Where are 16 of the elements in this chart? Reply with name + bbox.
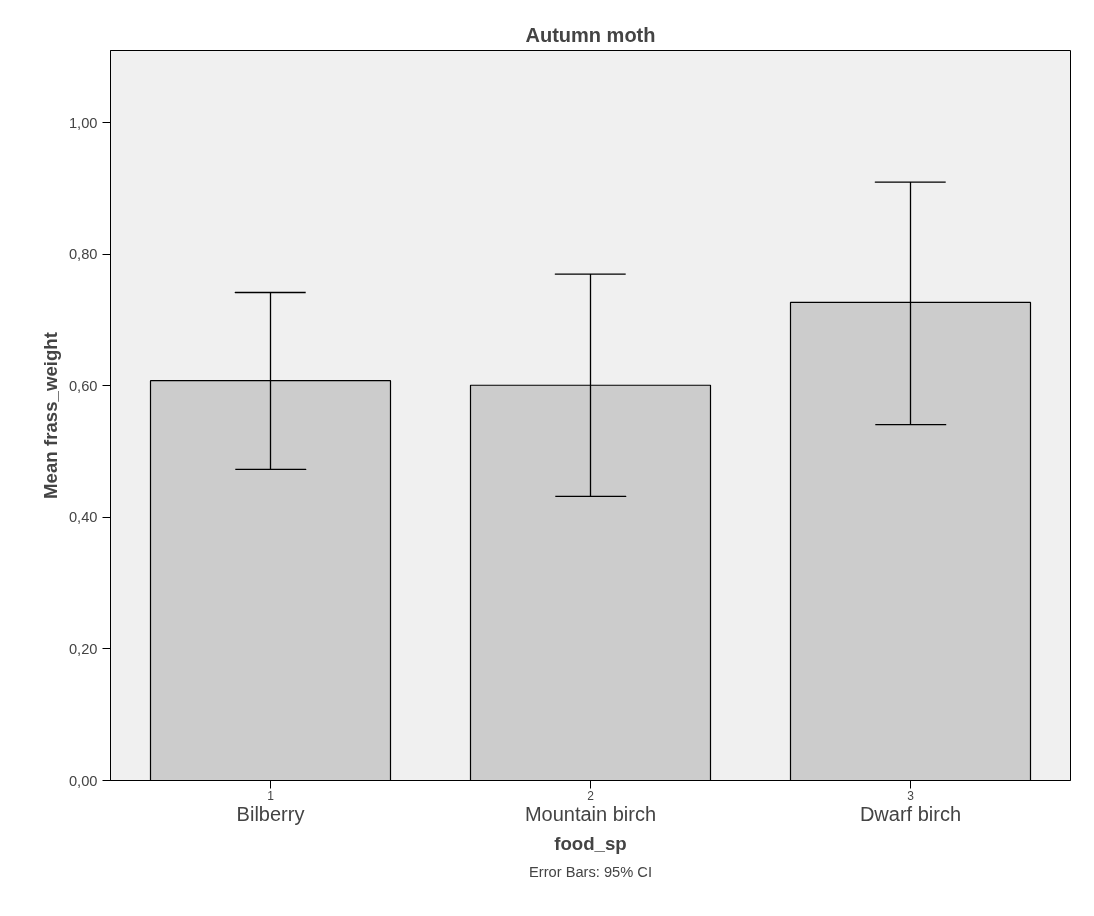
text: 2 <box>587 788 595 803</box>
y-tick-label: 0,60 <box>68 377 98 394</box>
y-tick-label: 1,00 <box>68 114 98 131</box>
chart-title: Autumn moth <box>525 23 656 46</box>
x-axis-title: food_sp <box>554 832 627 854</box>
x-tick-label: Bilberry <box>236 802 305 825</box>
x-tick-label: Dwarf birch <box>859 802 962 825</box>
text: 1 <box>267 788 275 803</box>
y-tick-label: 0,40 <box>68 509 98 526</box>
text: Error Bars: 95% CI <box>529 863 652 880</box>
y-tick-label: 0,00 <box>68 772 98 789</box>
x-tick-label: Mountain birch <box>524 802 657 825</box>
y-tick-label: 0,80 <box>68 246 98 263</box>
y-axis-title: Mean frass_weight <box>39 332 61 499</box>
y-tick-label: 0,20 <box>68 640 98 657</box>
text: 3 <box>907 788 915 803</box>
